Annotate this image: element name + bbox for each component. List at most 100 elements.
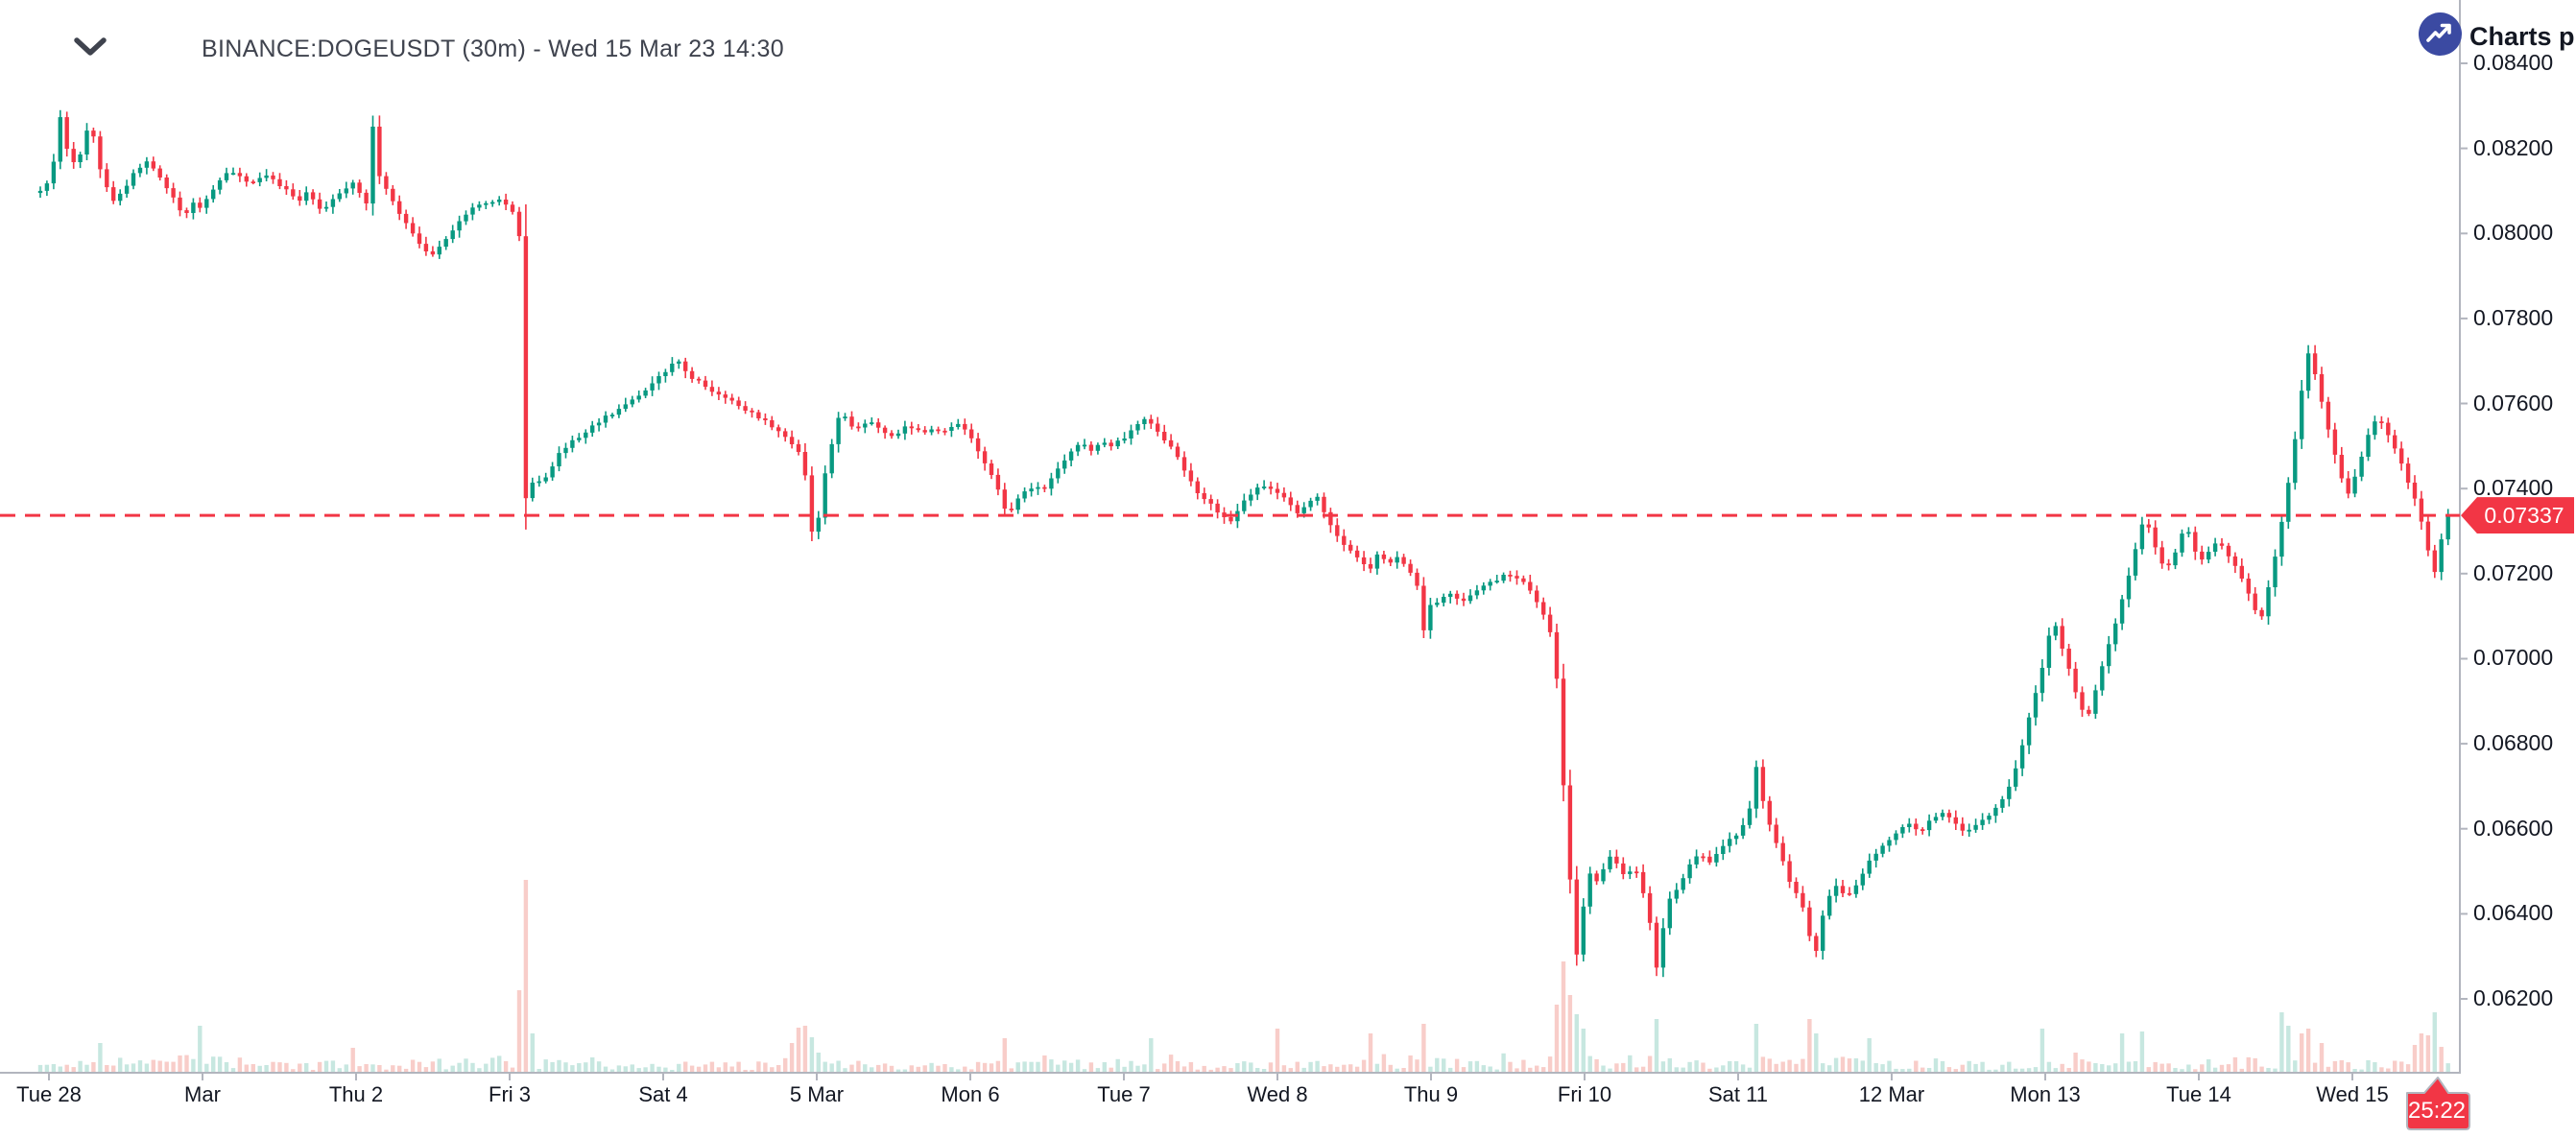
volume-bar — [1275, 1029, 1280, 1072]
volume-bar — [2053, 1068, 2058, 1072]
price-axis[interactable] — [2461, 0, 2576, 1073]
volume-bar — [1056, 1064, 1061, 1072]
volume-bar — [1395, 1068, 1399, 1072]
candle — [377, 127, 382, 177]
volume-bar — [922, 1065, 927, 1072]
candle — [477, 204, 482, 208]
candle — [770, 420, 775, 428]
volume-bar — [171, 1061, 176, 1072]
volume-bar — [284, 1062, 289, 1072]
candle — [2319, 374, 2325, 402]
candle — [2300, 391, 2304, 439]
volume-bar — [1847, 1058, 1852, 1072]
volume-bar — [78, 1060, 83, 1072]
time-axis-label: Thu 2 — [328, 1082, 384, 1106]
volume-bar — [2146, 1067, 2151, 1072]
candle — [1308, 500, 1313, 508]
candle — [1361, 557, 1367, 564]
candle — [1088, 444, 1094, 451]
candle — [750, 410, 754, 413]
candle — [2139, 524, 2145, 550]
candle — [1335, 525, 1340, 536]
candle — [1009, 509, 1014, 510]
candle — [1301, 507, 1306, 513]
candle — [2093, 690, 2098, 714]
candle — [1628, 871, 1633, 874]
candle — [663, 371, 668, 376]
candle — [1454, 593, 1460, 599]
volume-bar — [2253, 1057, 2257, 1072]
price-axis-label: 0.06200 — [2473, 985, 2554, 1010]
candle — [357, 182, 362, 193]
volume-bar — [1980, 1061, 1985, 1072]
candle — [2107, 644, 2111, 667]
volume-bar — [656, 1066, 661, 1072]
volume-bar — [2066, 1068, 2071, 1072]
candle-wick — [678, 359, 680, 369]
volume-bar — [1794, 1063, 1799, 1072]
candle — [1075, 444, 1081, 452]
volume-bar — [1381, 1054, 1387, 1072]
chevron-down-icon[interactable] — [73, 36, 107, 62]
volume-bar — [2386, 1068, 2391, 1072]
candle — [1801, 892, 1805, 908]
candle — [430, 251, 436, 255]
volume-bar — [1660, 1061, 1666, 1072]
volume-bar — [975, 1061, 981, 1072]
volume-bar — [2359, 1069, 2364, 1072]
candle — [2412, 483, 2418, 499]
volume-bar — [870, 1067, 874, 1072]
candle — [1015, 498, 1020, 510]
volume-bar — [1521, 1059, 1526, 1072]
candle — [1208, 499, 1213, 504]
time-axis-label: Tue 7 — [1097, 1082, 1151, 1106]
volume-bar — [2379, 1067, 2384, 1072]
candle — [91, 130, 96, 137]
candle — [1853, 885, 1859, 894]
volume-bar — [124, 1064, 130, 1072]
candle — [1095, 444, 1101, 451]
candle — [616, 409, 622, 415]
candle — [1268, 486, 1274, 489]
candle — [2386, 422, 2391, 436]
volume-bar — [510, 1067, 515, 1072]
candle — [2359, 457, 2364, 477]
candle — [929, 429, 934, 433]
volume-bar — [2373, 1062, 2377, 1072]
candle — [1840, 886, 1846, 893]
candle — [643, 390, 648, 396]
candle — [1181, 457, 1187, 471]
volume-bar — [443, 1069, 448, 1072]
volume-bar — [995, 1060, 1001, 1072]
volume-bar — [1448, 1067, 1453, 1072]
candle — [2200, 551, 2205, 560]
candle — [1581, 906, 1586, 955]
volume-bar — [2259, 1066, 2264, 1072]
volume-bar — [111, 1065, 116, 1072]
candle — [516, 211, 522, 237]
candle-wick — [538, 475, 540, 487]
tradingview-logo[interactable]: Charts p — [2419, 12, 2575, 60]
candle — [1827, 895, 1832, 916]
time-axis[interactable] — [0, 1074, 2461, 1138]
candle — [2273, 557, 2278, 587]
candle — [963, 423, 967, 430]
volume-bar — [2232, 1056, 2238, 1072]
volume-bar — [2439, 1047, 2444, 1072]
candle — [2126, 575, 2132, 600]
volume-bar — [291, 1069, 296, 1072]
chart-title[interactable]: BINANCE:DOGEUSDT (30m) - Wed 15 Mar 23 1… — [202, 36, 784, 62]
candle — [310, 192, 316, 200]
candle — [264, 175, 269, 178]
volume-bar — [151, 1059, 155, 1072]
candle — [1135, 424, 1140, 431]
candle — [989, 463, 994, 475]
candle — [1295, 505, 1300, 513]
volume-bar — [603, 1066, 608, 1072]
candle — [2445, 515, 2450, 540]
volume-bar — [650, 1063, 655, 1072]
volume-bar — [2445, 1063, 2450, 1072]
volume-bar — [1547, 1056, 1553, 1072]
candle — [736, 400, 741, 407]
